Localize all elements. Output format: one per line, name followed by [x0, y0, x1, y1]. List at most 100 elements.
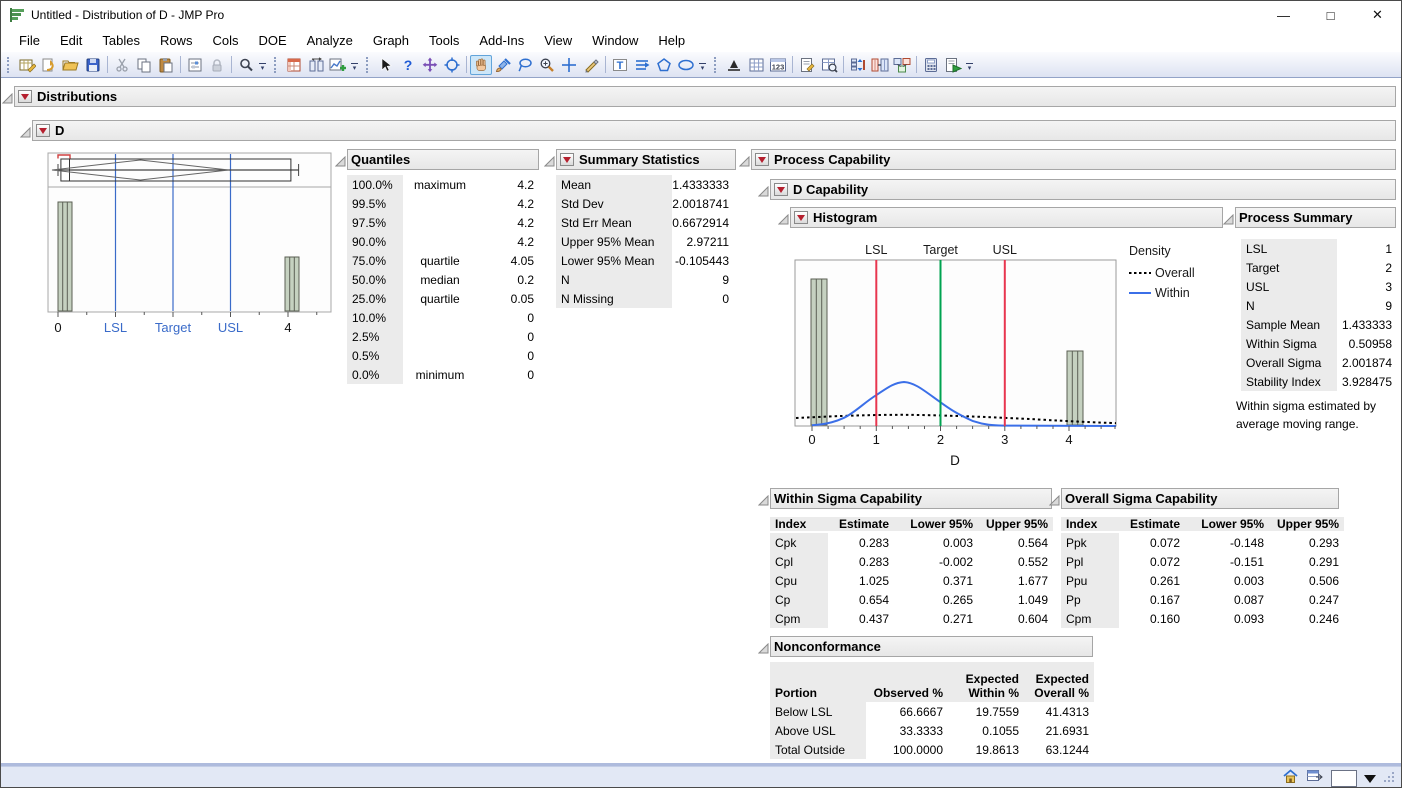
- disclosure-distributions[interactable]: [2, 91, 13, 102]
- disclosure-overall-sigma[interactable]: [1049, 493, 1060, 504]
- polygon-annotate-icon[interactable]: [653, 55, 675, 75]
- disclosure-process-summary[interactable]: [1223, 212, 1234, 223]
- outline-header-within-sigma[interactable]: Within Sigma Capability: [770, 488, 1052, 509]
- paste-icon[interactable]: [155, 55, 177, 75]
- disclosure-within-sigma[interactable]: [758, 493, 769, 504]
- red-triangle-menu-icon[interactable]: [755, 153, 769, 166]
- window-list-icon[interactable]: [1306, 768, 1324, 788]
- menu-rows[interactable]: Rows: [150, 30, 203, 51]
- home-icon[interactable]: [1282, 768, 1299, 788]
- preview-page-icon[interactable]: [796, 55, 818, 75]
- toolbar-drag-handle[interactable]: [7, 57, 12, 73]
- new-script-icon[interactable]: [38, 55, 60, 75]
- red-triangle-menu-icon[interactable]: [774, 183, 788, 196]
- toolbar-overflow-icon[interactable]: ▾: [698, 63, 707, 72]
- red-triangle-menu-icon[interactable]: [560, 153, 574, 166]
- disclosure-quantiles[interactable]: [335, 154, 346, 165]
- split-columns-icon[interactable]: [869, 55, 891, 75]
- toolbar-overflow-icon[interactable]: ▾: [965, 63, 974, 72]
- lock-icon[interactable]: [206, 55, 228, 75]
- disclosure-d-capability[interactable]: [758, 184, 769, 195]
- distribution-plot[interactable]: 0 LSL Target USL 4: [43, 151, 335, 352]
- menu-edit[interactable]: Edit: [50, 30, 92, 51]
- resize-grip[interactable]: [1383, 770, 1395, 788]
- outline-header-process-capability[interactable]: Process Capability: [751, 149, 1396, 170]
- crosshair-tool-icon[interactable]: [558, 55, 580, 75]
- menu-window[interactable]: Window: [582, 30, 648, 51]
- menu-analyze[interactable]: Analyze: [297, 30, 363, 51]
- new-graph-icon[interactable]: [327, 55, 349, 75]
- outline-header-process-summary[interactable]: Process Summary: [1235, 207, 1396, 228]
- arrow-annotate-icon[interactable]: [631, 55, 653, 75]
- grabber-tool-icon[interactable]: [470, 55, 492, 75]
- text-annotate-icon[interactable]: T: [609, 55, 631, 75]
- pencil-tool-icon[interactable]: [580, 55, 602, 75]
- menu-cols[interactable]: Cols: [202, 30, 248, 51]
- outline-header-distributions[interactable]: Distributions: [14, 86, 1396, 107]
- search-icon[interactable]: [235, 55, 257, 75]
- outline-header-d[interactable]: D: [32, 120, 1396, 141]
- close-button[interactable]: ✕: [1354, 1, 1401, 29]
- dropdown-arrow-icon[interactable]: [1364, 775, 1376, 783]
- menu-view[interactable]: View: [534, 30, 582, 51]
- disclosure-histogram[interactable]: [778, 212, 789, 223]
- triangle-chart-icon[interactable]: [723, 55, 745, 75]
- copy-icon[interactable]: [133, 55, 155, 75]
- toolbar-overflow-icon[interactable]: ▾: [350, 63, 359, 72]
- menu-tables[interactable]: Tables: [92, 30, 150, 51]
- outline-header-overall-sigma[interactable]: Overall Sigma Capability: [1061, 488, 1339, 509]
- menu-file[interactable]: File: [9, 30, 50, 51]
- outline-header-summary-statistics[interactable]: Summary Statistics: [556, 149, 736, 170]
- toolbar-drag-handle[interactable]: [366, 57, 371, 73]
- toolbar-overflow-icon[interactable]: ▾: [258, 63, 267, 72]
- red-triangle-menu-icon[interactable]: [36, 124, 50, 137]
- menu-graph[interactable]: Graph: [363, 30, 419, 51]
- quantile-pct: 0.5%: [347, 346, 403, 365]
- upper95: 0.604: [978, 612, 1053, 626]
- table-search-icon[interactable]: [818, 55, 840, 75]
- maximize-button[interactable]: □: [1307, 1, 1354, 29]
- sort-columns-icon[interactable]: [847, 55, 869, 75]
- menu-doe[interactable]: DOE: [248, 30, 296, 51]
- stat-value: 2.0018741: [672, 197, 734, 211]
- column-info-icon[interactable]: [305, 55, 327, 75]
- run-script-icon[interactable]: [942, 55, 964, 75]
- disclosure-process-capability[interactable]: [739, 154, 750, 165]
- color-swatch[interactable]: [1331, 770, 1357, 787]
- numeric-window-icon[interactable]: 123: [767, 55, 789, 75]
- join-tables-icon[interactable]: [891, 55, 913, 75]
- outline-header-quantiles[interactable]: Quantiles: [347, 149, 539, 170]
- toolbar-drag-handle[interactable]: [274, 57, 279, 73]
- arrow-tool-icon[interactable]: [375, 55, 397, 75]
- grid-table-icon[interactable]: [745, 55, 767, 75]
- disclosure-nonconformance[interactable]: [758, 641, 769, 652]
- calculator-icon[interactable]: [920, 55, 942, 75]
- zoom-tool-icon[interactable]: [536, 55, 558, 75]
- help-tool-icon[interactable]: ?: [397, 55, 419, 75]
- disclosure-summary-statistics[interactable]: [544, 154, 555, 165]
- red-triangle-menu-icon[interactable]: [18, 90, 32, 103]
- index-label: Cpu: [770, 571, 828, 590]
- cut-icon[interactable]: [111, 55, 133, 75]
- lasso-tool-icon[interactable]: [514, 55, 536, 75]
- menu-help[interactable]: Help: [648, 30, 695, 51]
- mover-tool-icon[interactable]: [419, 55, 441, 75]
- data-table-icon[interactable]: [283, 55, 305, 75]
- minimize-button[interactable]: —: [1260, 1, 1307, 29]
- open-icon[interactable]: [60, 55, 82, 75]
- oval-annotate-icon[interactable]: [675, 55, 697, 75]
- selection-tool-icon[interactable]: [441, 55, 463, 75]
- save-icon[interactable]: [82, 55, 104, 75]
- toolbar-drag-handle[interactable]: [714, 57, 719, 73]
- disclosure-d[interactable]: [20, 125, 31, 136]
- new-data-table-icon[interactable]: [16, 55, 38, 75]
- red-triangle-menu-icon[interactable]: [794, 211, 808, 224]
- menu-addins[interactable]: Add-Ins: [469, 30, 534, 51]
- outline-header-nonconformance[interactable]: Nonconformance: [770, 636, 1093, 657]
- preferences-icon[interactable]: [184, 55, 206, 75]
- brush-tool-icon[interactable]: [492, 55, 514, 75]
- outline-header-histogram[interactable]: Histogram: [790, 207, 1223, 228]
- capability-histogram-plot[interactable]: LSL Target USL: [789, 238, 1211, 484]
- outline-header-d-capability[interactable]: D Capability: [770, 179, 1396, 200]
- menu-tools[interactable]: Tools: [419, 30, 469, 51]
